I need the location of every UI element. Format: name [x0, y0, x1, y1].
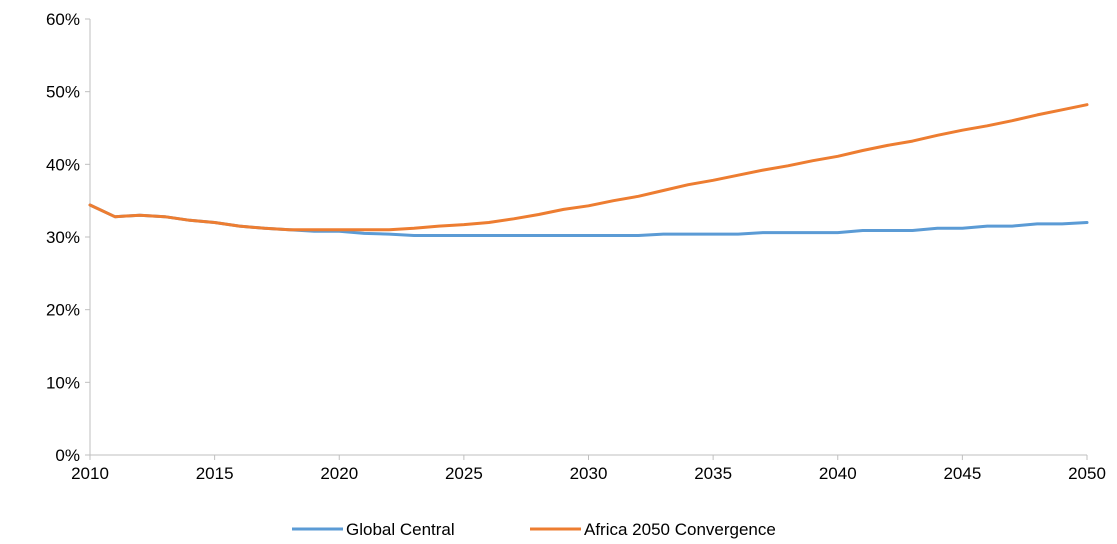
y-tick-label: 20% — [46, 301, 80, 320]
series-line-global-central — [88, 203, 1089, 237]
y-tick-label: 50% — [46, 83, 80, 102]
chart-legend: Global Central Africa 2050 Convergence — [292, 520, 776, 539]
series-line-africa-2050-convergence — [88, 103, 1089, 232]
y-tick-label: 40% — [46, 155, 80, 174]
x-axis-ticks: 2010 2015 2020 2025 2030 2035 2040 2045 2050 — [71, 455, 1106, 483]
y-axis-ticks: 0% 10% 20% 30% 40% 50% 60% — [46, 10, 90, 465]
y-tick-label: 60% — [46, 10, 80, 29]
x-tick-label: 2050 — [1068, 464, 1106, 483]
x-tick-label: 2020 — [320, 464, 358, 483]
x-tick-label: 2035 — [694, 464, 732, 483]
x-tick-label: 2040 — [819, 464, 857, 483]
y-tick-label: 30% — [46, 228, 80, 247]
y-tick-label: 0% — [55, 446, 80, 465]
x-tick-label: 2045 — [943, 464, 981, 483]
x-tick-label: 2025 — [445, 464, 483, 483]
legend-label-africa-2050-convergence: Africa 2050 Convergence — [584, 520, 776, 539]
legend-label-global-central: Global Central — [346, 520, 455, 539]
x-tick-label: 2010 — [71, 464, 109, 483]
x-tick-label: 2030 — [570, 464, 608, 483]
y-tick-label: 10% — [46, 373, 80, 392]
chart-series — [88, 103, 1089, 237]
x-tick-label: 2015 — [196, 464, 234, 483]
